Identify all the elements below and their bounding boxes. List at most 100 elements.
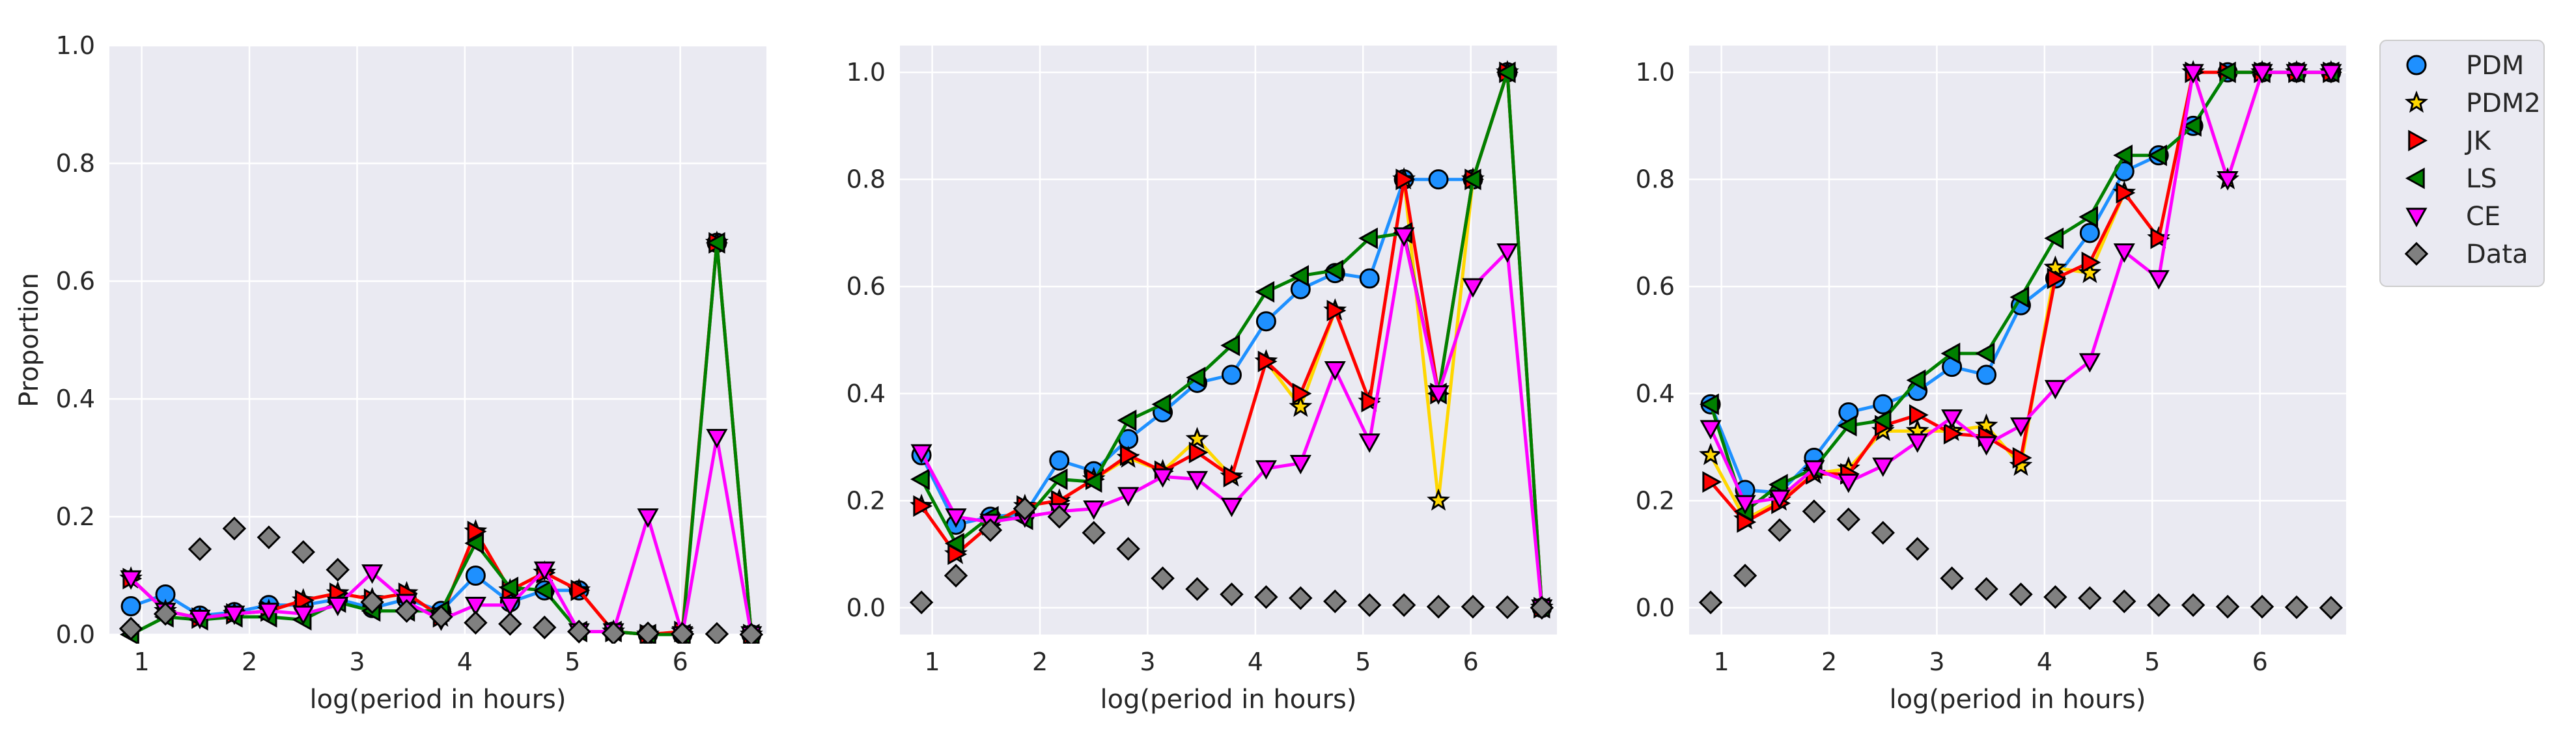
data-point-ce bbox=[1496, 243, 1519, 263]
data-point-ce bbox=[1734, 495, 1756, 515]
data-point-ce bbox=[1975, 436, 1998, 456]
legend: PDM PDM2 JK LS CE Data bbox=[2379, 40, 2545, 287]
data-point-jk bbox=[1909, 404, 1929, 426]
data-point-pdm2 bbox=[2043, 255, 2067, 278]
panel-1: 1 2 3 4 5 6 0.0 0.2 0.4 0.6 0.8 1.0 log(period in ho… bbox=[14, 31, 766, 715]
data-point-data bbox=[2215, 594, 2240, 619]
data-point-ls bbox=[1186, 366, 1206, 389]
data-point-data bbox=[1733, 564, 1757, 588]
legend-marker-data bbox=[2404, 241, 2429, 266]
data-point-data bbox=[909, 590, 934, 614]
x-tick-label: 3 bbox=[1929, 648, 1944, 676]
y-tick-label: 0.4 bbox=[56, 385, 95, 413]
data-point-data bbox=[188, 537, 212, 561]
data-point-jk bbox=[1361, 390, 1381, 413]
legend-marker-jk bbox=[2408, 130, 2428, 152]
data-point-ce bbox=[1941, 409, 1963, 429]
data-point-ce bbox=[2009, 417, 2032, 437]
data-point-ce bbox=[1769, 489, 1791, 510]
data-point-pdm2 bbox=[1185, 426, 1209, 449]
data-point-ce bbox=[1700, 420, 1722, 440]
data-point-ce bbox=[1186, 471, 1209, 491]
data-point-ce bbox=[223, 605, 245, 625]
y-tick-label: 0.0 bbox=[56, 620, 95, 649]
data-point-ce bbox=[2286, 64, 2308, 84]
legend-marker-ce bbox=[2405, 208, 2428, 228]
data-point-ls bbox=[2182, 115, 2202, 137]
x-tick-label: 5 bbox=[1355, 648, 1371, 676]
data-point-jk bbox=[2047, 267, 2067, 290]
data-point-ce bbox=[1324, 361, 1346, 381]
data-point-data bbox=[1254, 585, 1278, 609]
data-point-ls bbox=[1358, 227, 1378, 249]
data-point-data bbox=[2319, 595, 2344, 620]
data-point-ls bbox=[1768, 474, 1788, 496]
data-point-data bbox=[1767, 518, 1792, 542]
data-point-data bbox=[360, 590, 384, 614]
x-tick-label: 5 bbox=[2144, 648, 2160, 676]
data-point-jk bbox=[1395, 169, 1416, 191]
data-point-ce bbox=[1358, 433, 1380, 453]
data-point-pdm2 bbox=[1699, 443, 1723, 465]
x-tick-label: 4 bbox=[457, 648, 473, 676]
y-tick-label: 1.0 bbox=[1636, 58, 1675, 87]
data-point-pdm bbox=[1873, 394, 1894, 415]
data-point-ls bbox=[1324, 259, 1343, 282]
x-tick-label: 2 bbox=[1821, 648, 1837, 676]
data-point-ls bbox=[1117, 409, 1137, 431]
series-ce bbox=[1700, 64, 2342, 515]
data-point-data bbox=[944, 564, 968, 588]
data-point-jk bbox=[1326, 299, 1347, 321]
data-point-ce bbox=[1803, 460, 1825, 480]
data-point-ls bbox=[705, 232, 725, 254]
data-point-ce bbox=[2217, 171, 2239, 191]
data-point-data bbox=[2078, 586, 2102, 610]
data-point-pdm bbox=[1359, 268, 1380, 289]
data-point-data bbox=[1530, 595, 1554, 620]
data-point-jk bbox=[1292, 383, 1312, 405]
data-point-jk bbox=[1188, 441, 1209, 463]
data-point-data bbox=[222, 516, 247, 541]
data-point-data bbox=[2250, 594, 2275, 619]
data-point-pdm bbox=[1976, 364, 1997, 385]
data-point-ls bbox=[1255, 280, 1275, 303]
data-point-data bbox=[1974, 577, 1998, 601]
data-point-data bbox=[2284, 595, 2309, 620]
series-data bbox=[909, 497, 1554, 620]
data-point-pdm2 bbox=[1427, 488, 1450, 511]
legend-entry-ce: CE bbox=[2405, 202, 2500, 232]
data-point-ce bbox=[1393, 227, 1415, 247]
y-axis-label: Proportion bbox=[14, 273, 44, 407]
legend-marker-ls bbox=[2405, 167, 2425, 189]
data-point-data bbox=[1185, 577, 1209, 601]
y-tick-label: 0.2 bbox=[56, 502, 95, 531]
legend-entry-data: Data bbox=[2404, 239, 2528, 269]
data-point-ls bbox=[1871, 409, 1892, 431]
legend-label: PDM2 bbox=[2466, 89, 2541, 118]
data-point-ce bbox=[189, 609, 211, 629]
data-point-jk bbox=[2081, 251, 2101, 273]
x-axis-label: log(period in hours) bbox=[310, 685, 567, 715]
data-point-ce bbox=[2251, 64, 2273, 84]
data-point-ce bbox=[1872, 458, 1894, 477]
data-point-ce bbox=[637, 508, 659, 528]
data-point-data bbox=[1426, 594, 1451, 619]
data-point-data bbox=[1871, 521, 1895, 545]
x-tick-label: 2 bbox=[1032, 648, 1048, 676]
data-point-ls bbox=[2216, 61, 2236, 83]
data-point-ls bbox=[1699, 393, 1719, 415]
data-point-jk bbox=[2116, 182, 2136, 204]
y-tick-label: 0.0 bbox=[1636, 594, 1675, 622]
data-point-data bbox=[1047, 504, 1072, 529]
data-point-jk bbox=[570, 579, 591, 601]
data-point-data bbox=[1836, 507, 1861, 532]
data-point-ce bbox=[2320, 64, 2342, 84]
data-point-pdm2 bbox=[1289, 394, 1313, 417]
data-point-ls bbox=[2148, 144, 2167, 167]
data-point-data bbox=[1151, 566, 1175, 590]
y-tick-label: 0.0 bbox=[847, 594, 886, 622]
data-point-pdm bbox=[1221, 364, 1242, 385]
x-tick-label: 3 bbox=[1140, 648, 1155, 676]
data-point-ce bbox=[292, 605, 315, 625]
data-point-data bbox=[2112, 589, 2136, 614]
